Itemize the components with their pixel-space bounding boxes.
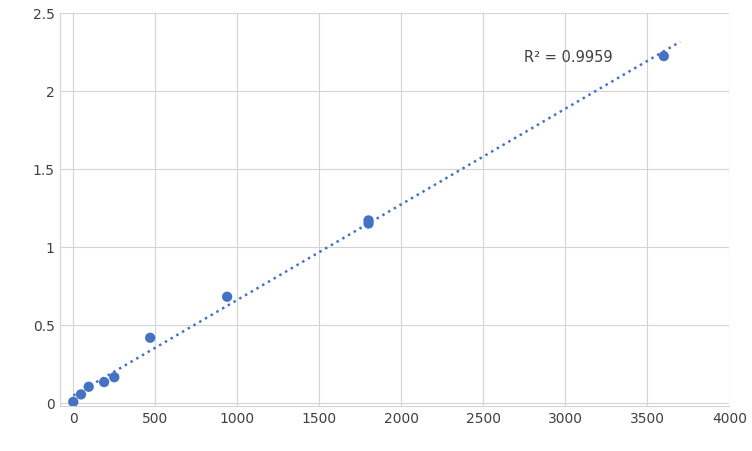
Point (67, 398, 79, 405)
Point (658, 53, 670, 60)
Point (144, 334, 156, 341)
Point (75, 391, 87, 398)
Point (362, 221, 374, 228)
Point (108, 374, 120, 381)
Point (221, 294, 233, 301)
Point (98, 379, 110, 386)
Text: R² = 0.9959: R² = 0.9959 (524, 50, 613, 65)
Point (83, 383, 95, 391)
Point (362, 217, 374, 225)
